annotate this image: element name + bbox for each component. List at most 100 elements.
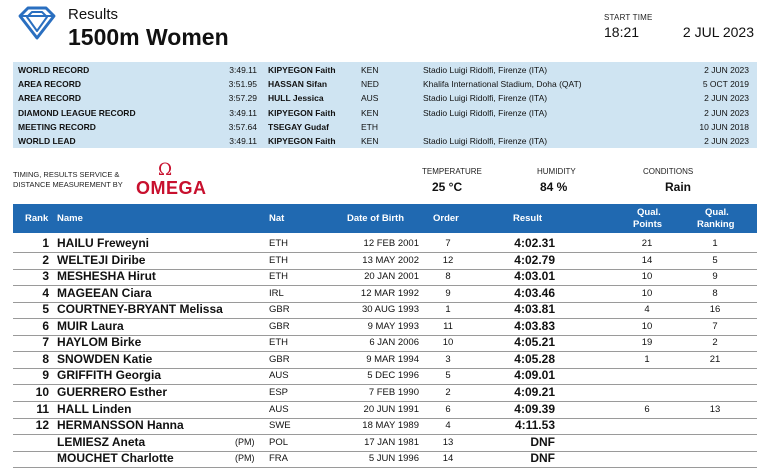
start-time: 18:21 <box>604 24 640 40</box>
pacemaker-tag: (PM) <box>235 453 255 464</box>
athlete-order: 12 <box>442 254 454 266</box>
diamond-league-icon <box>18 6 56 40</box>
athlete-dob: 5 JUN 1996 <box>368 453 419 465</box>
table-row: 6 MUIR Laura GBR 9 MAY 1993 11 4:03.83 10 7 <box>13 318 757 336</box>
athlete-name: HALL Linden <box>57 401 132 416</box>
table-row: LEMIESZ Aneta (PM) POL 17 JAN 1981 13 DNF <box>13 434 757 452</box>
athlete-nat: SWE <box>269 420 291 432</box>
record-type: AREA RECORD <box>18 93 81 104</box>
athlete-order: 10 <box>442 337 454 349</box>
athlete-dob: 18 MAY 1989 <box>362 420 419 432</box>
header-dob: Date of Birth <box>347 213 404 224</box>
table-row: 9 GRIFFITH Georgia AUS 5 DEC 1996 5 4:09.01 <box>13 367 757 386</box>
athlete-name: COURTNEY-BRYANT Melissa <box>57 302 223 317</box>
athlete-nat: FRA <box>269 453 288 465</box>
record-row: AREA RECORD 3:51.95 HASSAN Sifan NED Khalifa… <box>13 77 757 91</box>
record-holder: KIPYEGON Faith <box>268 136 336 146</box>
record-mark: 3:49.11 <box>229 136 257 146</box>
header-qual-points: Points <box>633 219 663 230</box>
record-type: AREA RECORD <box>18 79 81 90</box>
qual-ranking: 2 <box>712 337 718 349</box>
qual-ranking: 5 <box>712 254 718 266</box>
athlete-result: 4:11.53 <box>514 418 555 433</box>
record-venue: Stadio Luigi Ridolfi, Firenze (ITA) <box>423 136 548 146</box>
record-nat: KEN <box>361 107 379 118</box>
athlete-result: 4:05.21 <box>514 335 555 350</box>
athlete-nat: ETH <box>269 238 288 249</box>
qual-points: 10 <box>641 271 653 283</box>
record-row: DIAMOND LEAGUE RECORD 3:49.11 KIPYEGON Fai… <box>13 106 757 120</box>
athlete-result: 4:03.81 <box>514 302 555 317</box>
record-venue: Stadio Luigi Ridolfi, Firenze (ITA) <box>423 107 548 118</box>
record-date: 10 JUN 2018 <box>699 121 749 132</box>
athlete-order: 3 <box>445 353 451 365</box>
table-row: 3 MESHESHA Hirut ETH 20 JAN 2001 8 4:03.01 10 9 <box>13 268 757 287</box>
athlete-dob: 12 MAR 1992 <box>360 287 419 299</box>
omega-logo-text: OMEGA <box>136 178 207 198</box>
header-result: Result <box>513 213 543 224</box>
table-row: 4 MAGEEAN Ciara IRL 12 MAR 1992 9 4:03.46 10 8 <box>13 285 757 303</box>
athlete-dob: 9 MAR 1994 <box>366 353 419 365</box>
athlete-order: 11 <box>443 320 453 332</box>
athlete-name: MAGEEAN Ciara <box>57 285 152 300</box>
temperature-value: 25 °C <box>432 180 463 194</box>
athlete-dob: 17 JAN 1981 <box>364 436 419 448</box>
athlete-order: 1 <box>445 304 451 316</box>
athlete-nat: GBR <box>269 353 290 365</box>
athlete-order: 2 <box>445 386 451 398</box>
record-nat: AUS <box>361 93 379 104</box>
qual-points: 19 <box>641 337 653 349</box>
athlete-result: 4:03.83 <box>514 318 555 333</box>
athlete-nat: AUS <box>269 403 289 415</box>
athlete-result: 4:02.31 <box>514 236 555 250</box>
start-time-label: START TIME <box>604 13 653 22</box>
athlete-name: HAYLOM Birke <box>57 335 142 350</box>
header-order: Order <box>433 213 459 224</box>
athlete-dob: 13 MAY 2002 <box>362 254 419 266</box>
record-venue: Stadio Luigi Ridolfi, Firenze (ITA) <box>423 93 548 104</box>
qual-ranking: 13 <box>709 403 721 415</box>
athlete-result: 4:09.39 <box>514 401 555 416</box>
athlete-result: DNF <box>530 434 555 449</box>
athlete-result: 4:03.46 <box>514 285 555 300</box>
header-qual-points: Qual. <box>637 207 661 218</box>
table-row: 5 COURTNEY-BRYANT Melissa GBR 30 AUG 1993 1 4… <box>13 301 757 320</box>
athlete-rank: 10 <box>35 384 49 399</box>
table-row: MOUCHET Charlotte (PM) FRA 5 JUN 1996 14 DNF <box>13 450 757 469</box>
athlete-name: SNOWDEN Katie <box>57 351 153 366</box>
record-venue: Stadio Luigi Ridolfi, Firenze (ITA) <box>423 65 548 75</box>
record-type: WORLD RECORD <box>18 65 90 75</box>
athlete-order: 14 <box>442 453 454 465</box>
athlete-rank: 11 <box>36 401 49 416</box>
timing-credit: TIMING, RESULTS SERVICE & DISTANCE MEASU… <box>13 170 123 190</box>
record-row: WORLD LEAD 3:49.11 KIPYEGON Faith KEN Stadio… <box>13 134 757 148</box>
header-qual-ranking: Qual. <box>705 207 729 218</box>
athlete-nat: IRL <box>269 287 284 299</box>
record-date: 2 JUN 2023 <box>704 136 749 146</box>
athlete-name: MOUCHET Charlotte <box>57 451 174 466</box>
table-row: 10 GUERRERO Esther ESP 7 FEB 1990 2 4:09.21 <box>13 384 757 402</box>
event-title: 1500m Women <box>68 24 229 50</box>
table-row: 2 WELTEJI Diribe ETH 13 MAY 2002 12 4:02.79 14… <box>13 252 757 270</box>
qual-ranking: 21 <box>709 353 721 365</box>
athlete-rank: 12 <box>35 418 49 433</box>
athlete-rank: 5 <box>42 302 49 317</box>
qual-ranking: 1 <box>712 238 718 249</box>
athlete-rank: 6 <box>42 318 49 333</box>
athlete-nat: ETH <box>269 337 288 349</box>
record-nat: KEN <box>361 65 379 75</box>
athlete-name: GUERRERO Esther <box>57 384 168 399</box>
athlete-result: DNF <box>530 451 555 466</box>
athlete-order: 13 <box>442 436 454 448</box>
results-table-header: Rank Name Nat Date of Birth Order Result… <box>13 204 757 233</box>
record-date: 2 JUN 2023 <box>704 107 749 118</box>
record-date: 5 OCT 2019 <box>702 79 749 90</box>
athlete-rank: 2 <box>42 252 49 267</box>
athlete-dob: 30 AUG 1993 <box>361 304 419 316</box>
header-rank: Rank <box>25 213 49 224</box>
athlete-result: 4:09.01 <box>514 368 555 383</box>
qual-points: 4 <box>644 304 650 316</box>
humidity-label: HUMIDITY <box>537 167 576 176</box>
table-row: 8 SNOWDEN Katie GBR 9 MAR 1994 3 4:05.28 1 21 <box>13 351 757 369</box>
table-row: 12 HERMANSSON Hanna SWE 18 MAY 1989 4 4:11.53 <box>13 417 757 436</box>
